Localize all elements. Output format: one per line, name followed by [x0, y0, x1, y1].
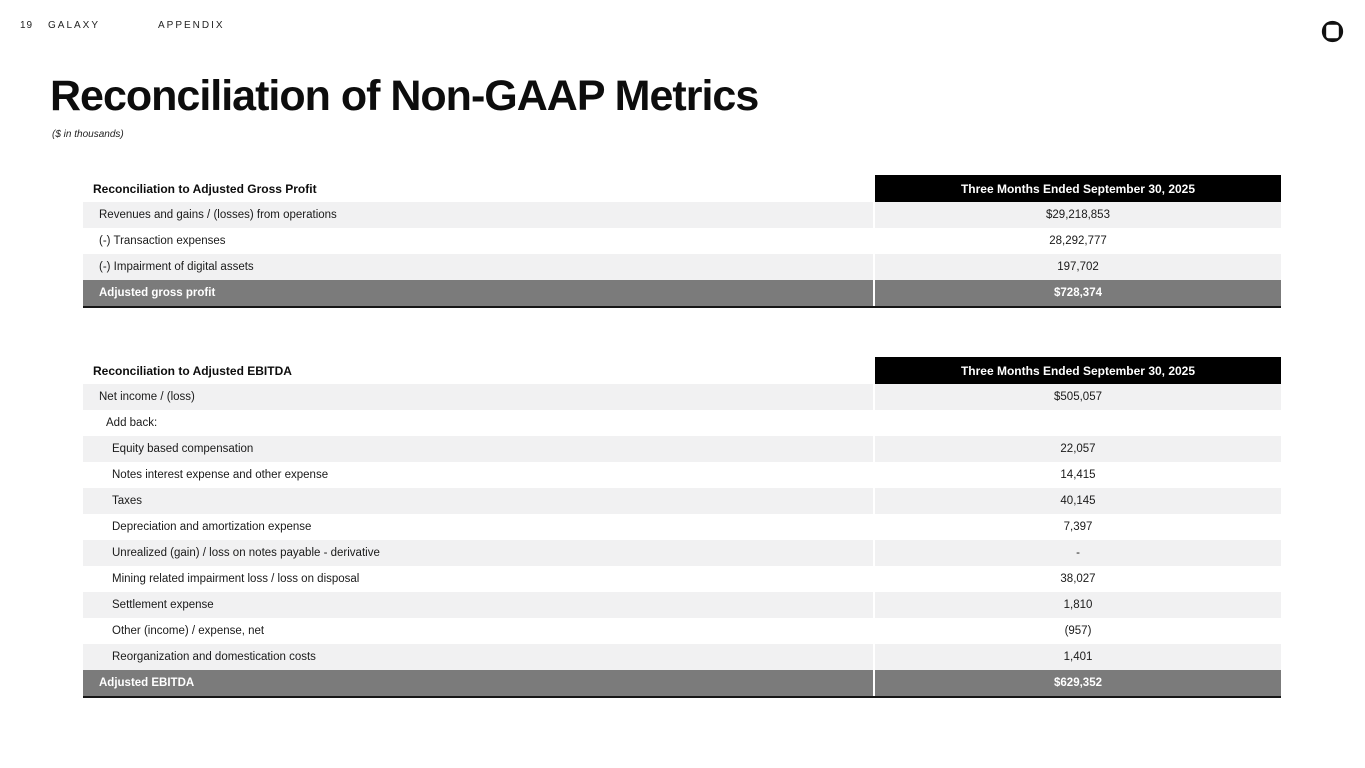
- table-row: Net income / (loss) $505,057: [83, 384, 1281, 410]
- row-label: Mining related impairment loss / loss on…: [83, 566, 875, 592]
- row-label: Add back:: [83, 410, 875, 436]
- row-value: 197,702: [1057, 261, 1099, 273]
- page-title: Reconciliation of Non-GAAP Metrics: [50, 72, 759, 120]
- table-row: Depreciation and amortization expense 7,…: [83, 514, 1281, 540]
- table-row: Revenues and gains / (losses) from opera…: [83, 202, 1281, 228]
- row-label: Revenues and gains / (losses) from opera…: [83, 202, 875, 228]
- row-label: Reorganization and domestication costs: [83, 644, 875, 670]
- table-row: Taxes 40,145: [83, 488, 1281, 514]
- row-value: 7,397: [1063, 521, 1093, 533]
- table-row: (-) Transaction expenses 28,292,777: [83, 228, 1281, 254]
- row-label: Settlement expense: [83, 592, 875, 618]
- section-label: APPENDIX: [158, 20, 225, 31]
- row-value: 1,810: [1063, 599, 1093, 611]
- table-row: (-) Impairment of digital assets 197,702: [83, 254, 1281, 280]
- row-label: Notes interest expense and other expense: [83, 462, 875, 488]
- table-row: Other (income) / expense, net (957): [83, 618, 1281, 644]
- units-note: ($ in thousands): [52, 129, 124, 140]
- period-header: Three Months Ended September 30, 2025: [875, 357, 1281, 384]
- row-value: $728,374: [1054, 287, 1102, 299]
- table-row: Mining related impairment loss / loss on…: [83, 566, 1281, 592]
- ebitda-table: Reconciliation to Adjusted EBITDA Three …: [83, 357, 1281, 698]
- row-value: $505,057: [1054, 391, 1102, 403]
- total-row: Adjusted gross profit $728,374: [83, 280, 1281, 306]
- gross-profit-table: Reconciliation to Adjusted Gross Profit …: [83, 175, 1281, 308]
- table-header-row: Reconciliation to Adjusted Gross Profit …: [83, 175, 1281, 202]
- galaxy-logo-icon: [1321, 20, 1344, 43]
- table-row: Add back:: [83, 410, 1281, 436]
- row-value: (957): [1064, 625, 1092, 637]
- row-value: 22,057: [1060, 443, 1096, 455]
- row-value: $629,352: [1054, 677, 1102, 689]
- row-label: Depreciation and amortization expense: [83, 514, 875, 540]
- page-number: 19: [20, 20, 34, 31]
- row-label: Unrealized (gain) / loss on notes payabl…: [83, 540, 875, 566]
- row-label: Net income / (loss): [83, 384, 875, 410]
- table-row: Settlement expense 1,810: [83, 592, 1281, 618]
- row-label: Adjusted EBITDA: [83, 670, 875, 696]
- row-value: $29,218,853: [1046, 209, 1110, 221]
- table-title: Reconciliation to Adjusted Gross Profit: [83, 175, 875, 202]
- table-row: Equity based compensation 22,057: [83, 436, 1281, 462]
- table-row: Unrealized (gain) / loss on notes payabl…: [83, 540, 1281, 566]
- row-label: Equity based compensation: [83, 436, 875, 462]
- total-row: Adjusted EBITDA $629,352: [83, 670, 1281, 696]
- row-value: 14,415: [1060, 469, 1096, 481]
- table-row: Notes interest expense and other expense…: [83, 462, 1281, 488]
- table-title: Reconciliation to Adjusted EBITDA: [83, 357, 875, 384]
- row-label: Taxes: [83, 488, 875, 514]
- row-label: (-) Impairment of digital assets: [83, 254, 875, 280]
- row-value: -: [1076, 547, 1080, 559]
- row-value: 1,401: [1063, 651, 1093, 663]
- table-header-row: Reconciliation to Adjusted EBITDA Three …: [83, 357, 1281, 384]
- row-label: (-) Transaction expenses: [83, 228, 875, 254]
- brand-name: GALAXY: [48, 20, 101, 31]
- table-row: Reorganization and domestication costs 1…: [83, 644, 1281, 670]
- row-value: 40,145: [1060, 495, 1096, 507]
- row-label: Other (income) / expense, net: [83, 618, 875, 644]
- row-label: Adjusted gross profit: [83, 280, 875, 306]
- row-value: [875, 410, 1281, 436]
- row-value: 28,292,777: [1049, 235, 1107, 247]
- row-value: 38,027: [1060, 573, 1096, 585]
- period-header: Three Months Ended September 30, 2025: [875, 175, 1281, 202]
